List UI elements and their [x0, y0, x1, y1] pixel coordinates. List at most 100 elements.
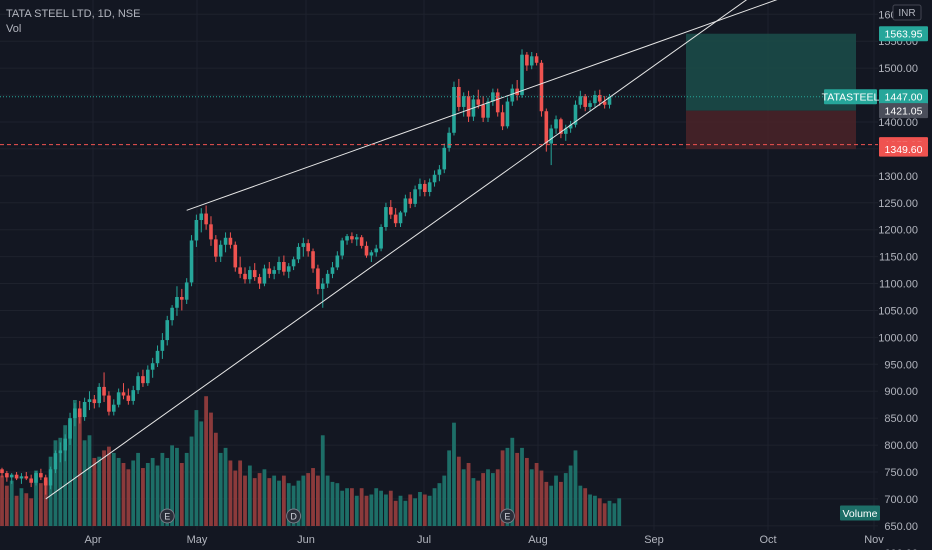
candle[interactable] [466, 90, 471, 122]
candle[interactable] [568, 120, 573, 133]
candle[interactable] [257, 273, 262, 289]
candle[interactable] [77, 400, 82, 424]
candle[interactable] [58, 442, 63, 463]
candle[interactable] [238, 256, 242, 279]
candle[interactable] [5, 470, 9, 482]
candle[interactable] [277, 256, 281, 274]
candle[interactable] [282, 255, 286, 276]
candle[interactable] [301, 237, 306, 257]
candle[interactable] [68, 412, 72, 446]
candle[interactable] [335, 251, 340, 271]
candle[interactable] [175, 286, 179, 316]
candle[interactable] [481, 96, 485, 122]
candle[interactable] [408, 192, 413, 209]
symbol-title[interactable]: TATA STEEL LTD, 1D, NSE [6, 8, 141, 20]
candle[interactable] [111, 399, 116, 416]
candle[interactable] [296, 243, 301, 264]
candle[interactable] [359, 235, 364, 249]
candle[interactable] [593, 90, 597, 107]
candle[interactable] [19, 473, 24, 484]
candle[interactable] [131, 385, 136, 405]
candle[interactable] [248, 266, 252, 284]
candle[interactable] [588, 100, 592, 112]
candle[interactable] [374, 244, 379, 257]
candle[interactable] [9, 473, 14, 484]
candle[interactable] [418, 178, 422, 197]
candle[interactable] [0, 467, 4, 478]
candle[interactable] [267, 262, 272, 279]
candle[interactable] [320, 278, 325, 308]
candle[interactable] [432, 170, 437, 187]
candle[interactable] [325, 270, 330, 288]
upper-trendline[interactable] [186, 0, 878, 211]
currency-box[interactable] [892, 4, 922, 21]
candle[interactable] [155, 345, 160, 367]
candle[interactable] [539, 60, 544, 117]
candle[interactable] [423, 180, 427, 197]
candle[interactable] [189, 235, 194, 287]
candle[interactable] [549, 124, 553, 166]
candle[interactable] [520, 49, 524, 98]
candle[interactable] [369, 250, 374, 262]
candle[interactable] [316, 264, 320, 295]
candle[interactable] [413, 185, 417, 208]
candle[interactable] [262, 264, 267, 287]
candle[interactable] [389, 200, 393, 219]
candle[interactable] [214, 235, 218, 262]
candle[interactable] [43, 474, 48, 495]
candle[interactable] [146, 365, 150, 386]
candle[interactable] [24, 472, 29, 481]
candle[interactable] [204, 205, 208, 230]
candle[interactable] [505, 97, 510, 129]
candle[interactable] [53, 450, 58, 474]
volume-indicator-label[interactable]: Vol [6, 23, 22, 35]
candle[interactable] [403, 194, 408, 217]
candle[interactable] [243, 267, 247, 284]
candle[interactable] [529, 52, 534, 70]
candle[interactable] [252, 263, 257, 281]
candle[interactable] [393, 208, 398, 227]
candle[interactable] [364, 241, 369, 258]
candle[interactable] [272, 266, 276, 280]
candle[interactable] [427, 178, 432, 197]
candle[interactable] [194, 214, 199, 247]
candle[interactable] [228, 232, 233, 249]
candle[interactable] [223, 232, 228, 253]
candle[interactable] [525, 52, 529, 71]
candle[interactable] [286, 263, 291, 279]
candle[interactable] [330, 262, 335, 279]
candle[interactable] [495, 88, 500, 117]
candle[interactable] [437, 165, 442, 182]
time-axis[interactable]: Apr May Jun Jul Aug Sep Oct Nov [84, 534, 884, 546]
candle[interactable] [73, 403, 77, 427]
candle[interactable] [461, 92, 466, 117]
candle[interactable] [136, 372, 140, 394]
candle[interactable] [218, 240, 223, 262]
candle[interactable] [500, 104, 505, 131]
candle[interactable] [384, 202, 388, 231]
candle[interactable] [14, 472, 19, 481]
candle[interactable] [457, 78, 461, 112]
candle[interactable] [184, 278, 189, 304]
candle[interactable] [121, 383, 126, 400]
candle[interactable] [398, 210, 403, 227]
candle[interactable] [48, 466, 53, 490]
candle[interactable] [165, 315, 170, 346]
candle[interactable] [306, 239, 310, 257]
candle[interactable] [199, 208, 204, 233]
candle[interactable] [92, 395, 97, 409]
candle[interactable] [180, 288, 184, 311]
candle[interactable] [116, 388, 121, 408]
candle[interactable] [447, 127, 451, 152]
candle[interactable] [563, 124, 568, 141]
candle[interactable] [233, 241, 238, 272]
candle[interactable] [602, 96, 607, 109]
candle[interactable] [578, 90, 583, 109]
candle[interactable] [82, 397, 87, 421]
candle[interactable] [87, 391, 92, 411]
candle[interactable] [63, 434, 67, 462]
candle[interactable] [597, 89, 602, 106]
candle[interactable] [34, 470, 38, 486]
candle[interactable] [150, 357, 155, 378]
